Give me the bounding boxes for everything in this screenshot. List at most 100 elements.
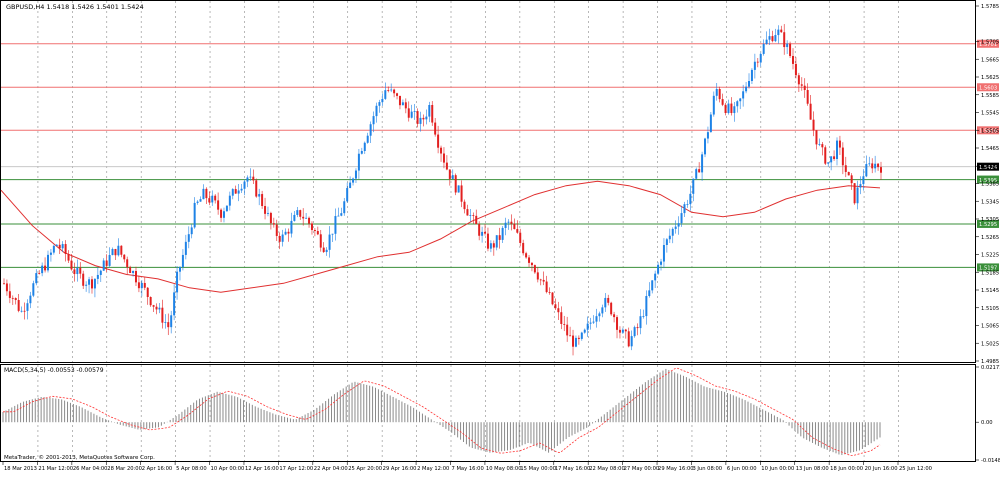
candle-body — [510, 221, 513, 224]
resistance-level-badge — [977, 39, 999, 48]
time-tick-label: 21 Mar 12:00 — [38, 466, 73, 472]
candle-body — [407, 108, 410, 118]
candle-body — [140, 282, 143, 289]
candle-body — [495, 235, 498, 248]
candle-body — [310, 223, 313, 230]
candle-body — [381, 98, 384, 103]
candle-body — [463, 201, 466, 210]
candle-body — [859, 184, 862, 188]
candle-body — [642, 316, 645, 317]
macd-tick-label: -0.01486 — [981, 458, 1000, 464]
candle-body — [809, 103, 812, 120]
candle-body — [613, 314, 616, 318]
candle-body — [865, 164, 868, 177]
candle-body — [352, 178, 355, 183]
candle-body — [32, 283, 35, 296]
candle-body — [26, 303, 29, 311]
candle-body — [170, 315, 173, 328]
candle-body — [454, 175, 457, 193]
candle-body — [528, 257, 531, 263]
candle-body — [114, 249, 117, 256]
candle-body — [299, 210, 302, 217]
candle-body — [67, 253, 70, 261]
candle-body — [44, 265, 47, 271]
candle-body — [750, 69, 753, 81]
candle-body — [187, 234, 190, 242]
candle-body — [425, 116, 428, 120]
candle-body — [665, 239, 668, 246]
candle-body — [199, 199, 202, 202]
candle-body — [322, 247, 325, 253]
candle-body — [789, 43, 792, 56]
candle-body — [753, 61, 756, 70]
candle-body — [375, 105, 378, 117]
symbol-label: GBPUSD,H4 1.5418 1.5426 1.5401 1.5424 — [6, 3, 144, 11]
candle-body — [205, 188, 208, 199]
grid-lines — [37, 1, 899, 461]
candle-body — [709, 114, 712, 133]
candle-body — [132, 270, 135, 273]
candle-body — [369, 124, 372, 136]
candle-body — [129, 267, 132, 273]
candle-body — [275, 224, 278, 236]
candle-body — [525, 253, 528, 258]
candle-body — [780, 29, 783, 33]
current-price-label: 1.5424 — [979, 165, 998, 171]
candle-body — [736, 101, 739, 107]
macd-histogram — [2, 367, 881, 457]
candle-body — [833, 156, 836, 159]
candle-body — [513, 223, 516, 230]
candle-body — [61, 244, 64, 249]
candle-body — [560, 312, 563, 324]
candle-body — [639, 316, 642, 329]
candle-body — [466, 209, 469, 216]
candle-body — [627, 331, 630, 347]
candle-body — [724, 104, 727, 114]
candle-body — [604, 297, 607, 308]
candle-body — [134, 270, 137, 283]
horizontal-levels[interactable]: 1.5701 1.5603 1.5506 1.5395 1.5295 1.5197 1.54… — [1, 39, 999, 272]
candle-body — [551, 292, 554, 305]
candle-body — [123, 254, 126, 260]
candle-body — [308, 217, 311, 224]
candle-body — [252, 176, 255, 181]
candle-body — [539, 279, 542, 281]
candle-body — [99, 270, 102, 275]
candle-body — [293, 214, 296, 221]
candle-body — [803, 85, 806, 91]
candle-body — [786, 43, 789, 48]
candle-body — [261, 194, 264, 207]
time-tick-label: 18 Mar 2013 — [4, 466, 37, 472]
candle-body — [563, 323, 566, 325]
price-tick-label: 1.5305 — [981, 217, 999, 223]
price-tick-label: 1.5145 — [981, 288, 999, 294]
macd-tick-label: 0.00 — [981, 420, 993, 426]
time-tick-label: 29 Apr 16:00 — [383, 466, 417, 472]
candle-body — [5, 283, 8, 292]
time-tick-label: 2 May 12:00 — [417, 466, 449, 472]
candle-body — [357, 153, 360, 171]
time-tick-label: 12 Apr 16:00 — [245, 466, 279, 472]
time-tick-label: 17 Apr 12:00 — [279, 466, 313, 472]
candle-body — [176, 271, 179, 293]
candle-body — [733, 106, 736, 114]
candle-body — [592, 321, 595, 323]
price-tick-label: 1.5385 — [981, 182, 999, 188]
candles — [3, 24, 882, 356]
candle-body — [818, 144, 821, 145]
candle-body — [507, 221, 510, 223]
candle-body — [46, 254, 49, 271]
candle-body — [742, 91, 745, 99]
candle-body — [771, 36, 774, 42]
candle-body — [572, 335, 575, 347]
candle-body — [422, 117, 425, 120]
candle-body — [721, 99, 724, 105]
candle-body — [759, 53, 762, 63]
time-tick-label: 22 Apr 04:00 — [314, 466, 348, 472]
candle-body — [871, 163, 874, 169]
candle-body — [701, 154, 704, 173]
price-tick-label: 1.5665 — [981, 57, 999, 63]
candle-body — [158, 307, 161, 310]
